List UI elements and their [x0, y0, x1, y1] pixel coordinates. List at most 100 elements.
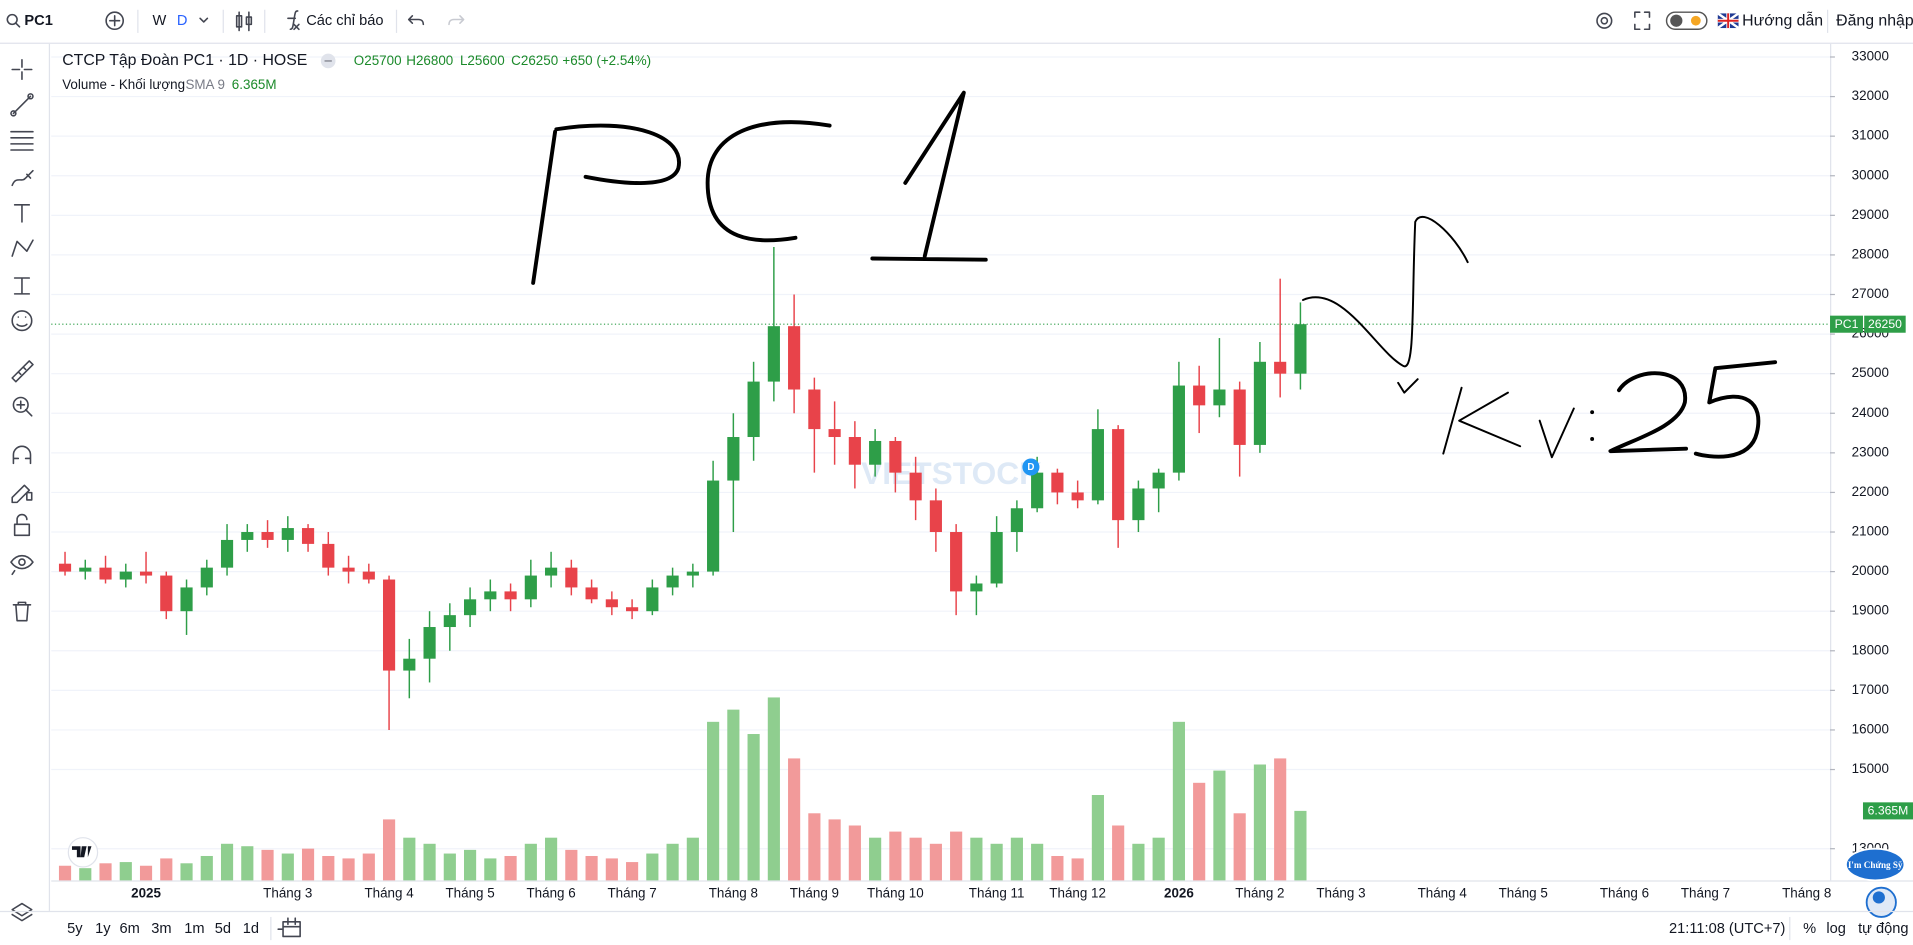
candle-body — [261, 532, 274, 540]
interval-dropdown[interactable] — [199, 17, 209, 23]
candle-body — [423, 627, 436, 659]
percent-toggle[interactable]: % — [1803, 921, 1816, 937]
symbol[interactable]: PC1 — [24, 13, 52, 29]
volume-bar — [1294, 810, 1307, 881]
volume-bar — [869, 837, 882, 881]
guide-link[interactable]: Hướng dẫn — [1742, 11, 1823, 30]
candle-body — [464, 599, 477, 616]
x-tick-label: Tháng 12 — [1049, 885, 1106, 900]
volume-tag: 6.365M — [1868, 804, 1909, 818]
tv-logo[interactable] — [67, 837, 99, 868]
redo-button[interactable] — [448, 15, 465, 26]
volume-bar — [929, 843, 942, 881]
indicators-label[interactable]: Các chỉ báo — [306, 13, 383, 29]
y-tick-label: 15000 — [1852, 761, 1889, 776]
pattern-tool[interactable] — [11, 239, 34, 257]
symbol-search[interactable]: PC1 — [6, 13, 53, 29]
lock-tool[interactable] — [13, 513, 31, 537]
sma-label: SMA 9 — [185, 77, 225, 92]
zoom-tool[interactable] — [12, 396, 29, 413]
y-tick-label: 21000 — [1852, 524, 1889, 539]
candle-body — [281, 528, 294, 540]
logo-mark — [71, 846, 92, 858]
x-tick-label: Tháng 4 — [1418, 885, 1468, 900]
visibility-tool[interactable] — [10, 554, 34, 576]
x-tick-label: Tháng 2 — [1235, 885, 1284, 900]
candle-body — [99, 567, 112, 580]
y-tick-label: 28000 — [1852, 246, 1889, 261]
emoji-tool[interactable] — [16, 316, 28, 327]
range-button[interactable]: 6m — [120, 921, 140, 937]
volume-bar — [403, 837, 416, 881]
dividend-marker[interactable]: D — [1022, 458, 1040, 476]
y-tick-label: 25000 — [1852, 365, 1889, 380]
zoom-tool[interactable] — [16, 400, 33, 417]
candle-body — [1193, 385, 1206, 406]
emoji-tool[interactable] — [11, 310, 33, 332]
magnet-tool[interactable] — [12, 445, 32, 465]
candle-body — [241, 532, 254, 540]
auto-toggle[interactable]: tự động — [1858, 921, 1908, 937]
fib-tool[interactable] — [10, 130, 34, 151]
range-button[interactable]: 1m — [184, 921, 204, 937]
x-tick-label: Tháng 8 — [709, 885, 758, 900]
volume-bar — [99, 863, 112, 881]
trendline-tool[interactable] — [10, 93, 34, 117]
volume-bar — [686, 837, 699, 881]
range-button[interactable]: 1d — [243, 921, 259, 937]
y-tick-label: 22000 — [1852, 484, 1889, 499]
volume-bar — [220, 843, 234, 881]
brush-tool[interactable] — [11, 169, 34, 187]
interval-button[interactable]: D — [177, 13, 188, 29]
mascot[interactable]: I'm Chứng Sỹ — [1844, 847, 1906, 918]
candle-body — [301, 528, 315, 544]
range-button[interactable]: 5y — [67, 921, 83, 937]
object-tree-button[interactable] — [11, 902, 33, 922]
candle-body — [403, 658, 416, 671]
candle-body — [1071, 492, 1084, 501]
candle-body — [139, 571, 153, 576]
interval-button[interactable]: W — [153, 13, 167, 29]
axes: 1300015000160001700018000190002000021000… — [51, 49, 1913, 900]
range-button[interactable]: 3m — [151, 921, 171, 937]
candle-body — [585, 587, 598, 600]
chart-style-button[interactable] — [235, 11, 253, 32]
text-tool[interactable] — [13, 204, 31, 223]
undo-button[interactable] — [407, 15, 425, 26]
range-button[interactable]: 5d — [215, 921, 231, 937]
delete-tool[interactable] — [12, 601, 32, 622]
settings-button[interactable] — [1596, 12, 1613, 29]
ruler-tool[interactable] — [11, 360, 34, 383]
candle-body — [1213, 389, 1226, 406]
drawing-5 — [1693, 360, 1778, 459]
theme-toggle[interactable] — [1665, 11, 1708, 30]
goto-date-button[interactable] — [277, 917, 301, 938]
volume-bar — [58, 865, 72, 881]
range-button[interactable]: 1y — [95, 921, 111, 937]
crosshair-tool[interactable] — [11, 58, 33, 81]
y-tick-label: 19000 — [1852, 603, 1889, 618]
drawing-p — [531, 123, 681, 285]
mascot-label: I'm Chứng Sỹ — [1848, 860, 1903, 870]
marker-label: D — [1027, 462, 1034, 473]
log-toggle[interactable]: log — [1826, 921, 1846, 937]
search-icon — [6, 13, 18, 26]
drawing-curve — [1302, 215, 1469, 394]
volume-bar — [180, 863, 193, 881]
compare-button[interactable] — [105, 11, 125, 31]
candle-body — [1274, 361, 1287, 374]
x-tick-label: Tháng 5 — [1499, 885, 1548, 900]
fullscreen-button[interactable] — [1634, 11, 1651, 31]
lock-drawing-tool[interactable] — [11, 484, 33, 504]
volume-bar — [565, 849, 578, 881]
x-tick-label: Tháng 3 — [1316, 885, 1365, 900]
indicators-button[interactable]: Các chỉ báo — [287, 10, 384, 31]
volume-bar — [990, 843, 1003, 881]
gear-icon — [1600, 16, 1609, 25]
x-tick-label: Tháng 4 — [364, 885, 414, 900]
x-tick-label: Tháng 5 — [445, 885, 494, 900]
login-button[interactable]: Đăng nhập — [1836, 13, 1913, 30]
drawing-kv — [1442, 386, 1575, 459]
measure-tool[interactable] — [13, 277, 31, 295]
